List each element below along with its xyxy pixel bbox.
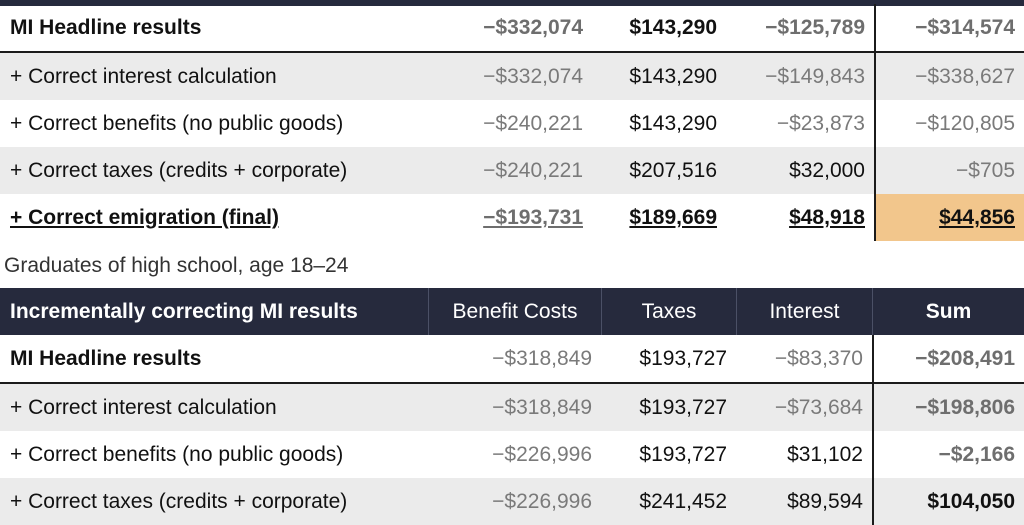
table-row: + Correct benefits (no public goods) −$2… — [0, 100, 1024, 147]
row-label: + Correct benefits (no public goods) — [10, 442, 344, 466]
row-label: + Correct emigration (final) — [10, 205, 279, 229]
interest-cell: −$23,873 — [776, 111, 865, 135]
sum-cell: −$705 — [874, 147, 1024, 194]
header-label: Incrementally correcting MI results — [10, 299, 358, 323]
sum-cell: $104,050 — [872, 478, 1024, 525]
interest-cell: $48,918 — [789, 205, 865, 229]
row-label: + Correct benefits (no public goods) — [10, 111, 344, 135]
row-label: + Correct interest calculation — [10, 395, 277, 419]
header-benefit-costs: Benefit Costs — [428, 288, 601, 335]
taxes-cell: $189,669 — [629, 205, 717, 229]
row-label: + Correct taxes (credits + corporate) — [10, 158, 348, 182]
interest-cell: −$73,684 — [774, 395, 863, 419]
benefit-cell: −$193,731 — [483, 205, 583, 229]
sum-cell: −$208,491 — [872, 335, 1024, 382]
benefit-cell: −$226,996 — [492, 442, 592, 466]
header-interest: Interest — [736, 288, 872, 335]
sum-cell: −$120,805 — [874, 100, 1024, 147]
interest-cell: $89,594 — [787, 489, 863, 513]
table-row: MI Headline results −$318,849 $193,727 −… — [0, 335, 1024, 384]
benefit-cell: −$226,996 — [492, 489, 592, 513]
benefit-cell: −$318,849 — [492, 395, 592, 419]
interest-cell: −$125,789 — [765, 15, 865, 39]
header-taxes: Taxes — [601, 288, 736, 335]
sum-cell: −$198,806 — [872, 384, 1024, 431]
table-row: + Correct taxes (credits + corporate) −$… — [0, 478, 1024, 525]
taxes-cell: $207,516 — [629, 158, 717, 182]
taxes-cell: $193,727 — [639, 395, 727, 419]
header-sum: Sum — [872, 288, 1024, 335]
taxes-cell: $193,727 — [639, 442, 727, 466]
table-high-school-18-24: Incrementally correcting MI results Bene… — [0, 288, 1024, 525]
interest-cell: $31,102 — [787, 442, 863, 466]
table-row: + Correct benefits (no public goods) −$2… — [0, 431, 1024, 478]
taxes-cell: $241,452 — [639, 489, 727, 513]
sum-cell-highlighted: $44,856 — [874, 194, 1024, 241]
taxes-cell: $143,290 — [629, 64, 717, 88]
benefit-cell: −$332,074 — [483, 64, 583, 88]
row-label: + Correct taxes (credits + corporate) — [10, 489, 348, 513]
table-row-final: + Correct emigration (final) −$193,731 $… — [0, 194, 1024, 241]
interest-cell: −$83,370 — [774, 346, 863, 370]
table-header: Incrementally correcting MI results Bene… — [0, 288, 1024, 335]
interest-cell: $32,000 — [789, 158, 865, 182]
sum-cell: −$2,166 — [872, 431, 1024, 478]
table-row: + Correct taxes (credits + corporate) −$… — [0, 147, 1024, 194]
benefit-cell: −$318,849 — [492, 346, 592, 370]
row-label: + Correct interest calculation — [10, 64, 277, 88]
taxes-cell: $193,727 — [639, 346, 727, 370]
taxes-cell: $143,290 — [629, 15, 717, 39]
row-label: MI Headline results — [10, 346, 202, 370]
benefit-cell: −$240,221 — [483, 111, 583, 135]
interest-cell: −$149,843 — [765, 64, 865, 88]
sum-cell: −$314,574 — [874, 4, 1024, 51]
taxes-cell: $143,290 — [629, 111, 717, 135]
table-top-strip — [0, 0, 1024, 6]
benefit-cell: −$240,221 — [483, 158, 583, 182]
sum-cell: −$338,627 — [874, 53, 1024, 100]
benefit-cell: −$332,074 — [483, 15, 583, 39]
table-row: + Correct interest calculation −$318,849… — [0, 384, 1024, 431]
table-caption: Graduates of high school, age 18–24 — [4, 254, 349, 277]
table-all-ages-partial: MI Headline results −$332,074 $143,290 −… — [0, 4, 1024, 241]
row-label: MI Headline results — [10, 15, 202, 39]
table-row: + Correct interest calculation −$332,074… — [0, 53, 1024, 100]
table-row: MI Headline results −$332,074 $143,290 −… — [0, 4, 1024, 53]
